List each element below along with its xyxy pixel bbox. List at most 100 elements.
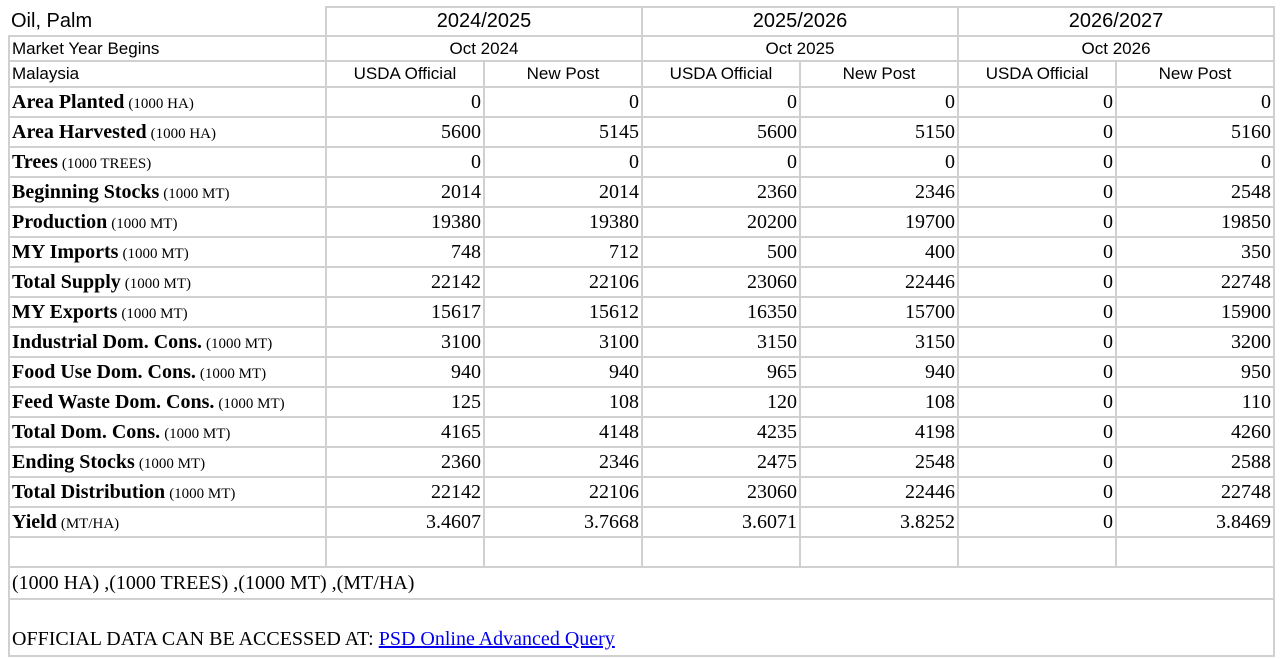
value-cell: 15700	[799, 296, 960, 328]
row-unit: (MT/HA)	[60, 515, 120, 532]
sub-column: New Post	[1115, 60, 1276, 88]
row-name: Industrial Dom. Cons.	[12, 330, 203, 353]
row-label: Beginning Stocks (1000 MT)	[8, 176, 327, 208]
value-cell: 5145	[482, 116, 644, 148]
row-name: Feed Waste Dom. Cons.	[12, 390, 215, 413]
header-row: Malaysia USDA Official New Post USDA Offic…	[8, 60, 1276, 88]
data-row: Trees (1000 TREES) 0 0 0 0 0 0	[8, 146, 1276, 178]
row-label: Total Dom. Cons. (1000 MT)	[8, 416, 327, 448]
value-cell: 3.4607	[325, 506, 485, 538]
value-cell: 350	[1115, 236, 1276, 268]
row-label: Area Harvested (1000 HA)	[8, 116, 327, 148]
footer-row: OFFICIAL DATA CAN BE ACCESSED AT: PSD On…	[7, 598, 1276, 657]
value-cell: 19850	[1115, 206, 1276, 238]
value-cell: 2548	[799, 446, 960, 478]
row-name: Production	[12, 210, 108, 233]
sub-column: New Post	[799, 60, 960, 88]
data-row: Feed Waste Dom. Cons. (1000 MT) 125 108 120…	[8, 386, 1276, 418]
value-cell: 15612	[482, 296, 644, 328]
header-row: Market Year Begins Oct 2024 Oct 2025 Oct…	[8, 35, 1276, 62]
value-cell: 2588	[1115, 446, 1276, 478]
value-cell: 23060	[641, 266, 802, 298]
value-cell: 0	[799, 146, 960, 178]
value-cell: 15900	[1115, 296, 1276, 328]
row-label: Ending Stocks (1000 MT)	[8, 446, 327, 478]
value-cell: 0	[957, 266, 1118, 298]
value-cell: 0	[325, 146, 485, 178]
row-name: Trees	[12, 150, 58, 173]
value-cell: 950	[1115, 356, 1276, 388]
row-name: Area Planted	[12, 90, 125, 113]
row-label: Total Distribution (1000 MT)	[8, 476, 327, 508]
value-cell: 0	[957, 206, 1118, 238]
row-unit: (1000 MT)	[206, 335, 273, 352]
value-cell: 19380	[482, 206, 644, 238]
value-cell: 4198	[799, 416, 960, 448]
value-cell: 16350	[641, 296, 802, 328]
value-cell: 940	[482, 356, 644, 388]
value-cell: 19380	[325, 206, 485, 238]
row-name: Area Harvested	[12, 120, 147, 143]
value-cell: 0	[1115, 86, 1276, 118]
value-cell: 0	[957, 116, 1118, 148]
value-cell: 0	[957, 446, 1118, 478]
value-cell: 4235	[641, 416, 802, 448]
value-cell: 5600	[641, 116, 802, 148]
row-name: Ending Stocks	[12, 450, 135, 473]
value-cell: 0	[957, 416, 1118, 448]
row-unit: (1000 MT)	[111, 215, 178, 232]
data-row: MY Exports (1000 MT) 15617 15612 16350 15700…	[8, 296, 1276, 328]
value-cell: 20200	[641, 206, 802, 238]
value-cell: 0	[325, 86, 485, 118]
value-cell: 0	[1115, 146, 1276, 178]
row-unit: (1000 MT)	[124, 275, 192, 292]
value-cell: 2346	[482, 446, 644, 478]
row-name: Total Supply	[12, 270, 121, 293]
value-cell: 3.8469	[1115, 506, 1276, 538]
value-cell: 0	[957, 296, 1118, 328]
value-cell: 4260	[1115, 416, 1276, 448]
sub-column: New Post	[482, 60, 644, 88]
row-label: Area Planted (1000 HA)	[8, 86, 327, 118]
value-cell: 2014	[482, 176, 644, 208]
value-cell: 3100	[325, 326, 485, 358]
note-row: (1000 HA) ,(1000 TREES) ,(1000 MT) ,(MT/…	[7, 566, 1276, 600]
data-row: Yield (MT/HA) 3.4607 3.7668 3.6071 3.8252 0 3.…	[8, 506, 1276, 538]
row-name: MY Imports	[12, 240, 119, 263]
value-cell: 125	[325, 386, 485, 418]
empty-cell	[641, 536, 802, 568]
value-cell: 0	[957, 506, 1118, 538]
value-cell: 22748	[1115, 266, 1276, 298]
value-cell: 940	[799, 356, 960, 388]
value-cell: 940	[325, 356, 485, 388]
value-cell: 2014	[325, 176, 485, 208]
value-cell: 3150	[641, 326, 802, 358]
row-name: Beginning Stocks	[12, 180, 160, 203]
empty-cell	[8, 536, 327, 568]
value-cell: 22142	[325, 476, 485, 508]
data-row: Total Dom. Cons. (1000 MT) 4165 4148 4235 41…	[8, 416, 1276, 448]
value-cell: 3200	[1115, 326, 1276, 358]
value-cell: 5150	[799, 116, 960, 148]
row-name: Total Distribution	[12, 480, 166, 503]
market-year-label: Market Year Begins	[8, 35, 327, 62]
access-label: OFFICIAL DATA CAN BE ACCESSED AT:	[12, 628, 379, 650]
value-cell: 0	[482, 86, 644, 118]
year: 2025/2026	[641, 6, 960, 37]
sub-column: USDA Official	[957, 60, 1118, 88]
value-cell: 0	[957, 86, 1118, 118]
psd-link[interactable]: PSD Online Advanced Query	[378, 628, 615, 650]
value-cell: 712	[482, 236, 644, 268]
value-cell: 0	[957, 386, 1118, 418]
sub-column: USDA Official	[325, 60, 485, 88]
value-cell: 110	[1115, 386, 1276, 418]
row-unit: (1000 HA)	[150, 125, 216, 142]
value-cell: 2360	[325, 446, 485, 478]
empty-cell	[1115, 536, 1276, 568]
value-cell: 2346	[799, 176, 960, 208]
value-cell: 2475	[641, 446, 802, 478]
value-cell: 0	[957, 476, 1118, 508]
value-cell: 5160	[1115, 116, 1276, 148]
value-cell: 400	[799, 236, 960, 268]
